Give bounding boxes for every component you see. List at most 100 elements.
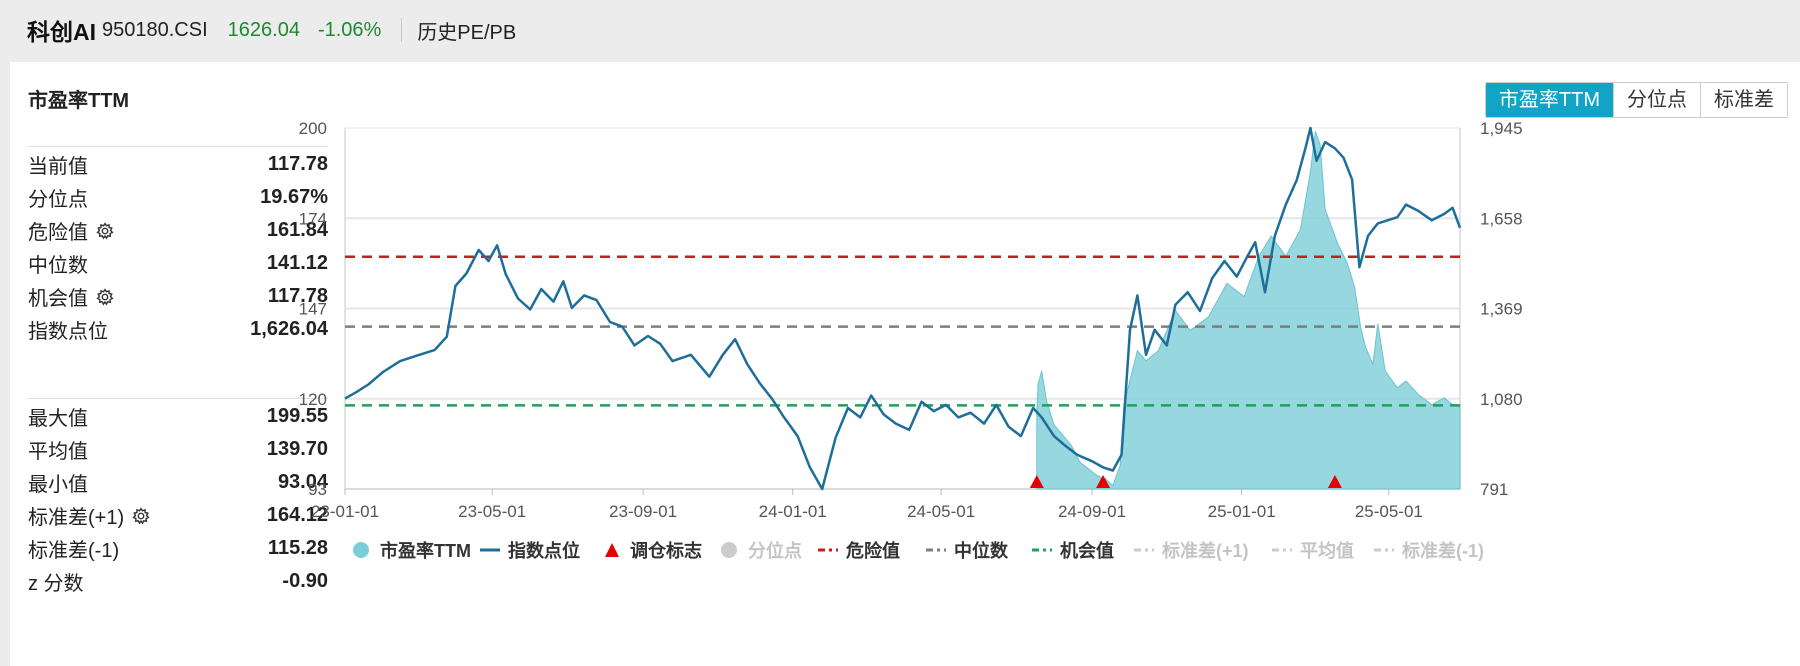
valuation-panel: 市盈率TTM 市盈率TTM 分位点 标准差 当前值 117.78 分位点 19.67%… bbox=[10, 62, 1800, 666]
rebalance-marker bbox=[1096, 475, 1111, 488]
stat-row: 分位点 19.67% bbox=[28, 181, 328, 214]
y-right-tick-label: 1,080 bbox=[1480, 390, 1523, 409]
y-left-tick-label: 120 bbox=[299, 390, 327, 409]
legend-label[interactable]: 危险值 bbox=[845, 540, 900, 561]
stat-value: 117.78 bbox=[267, 285, 328, 307]
stat-label: 分位点 bbox=[28, 183, 88, 212]
stat-row: 当前值 117.78 bbox=[28, 148, 328, 181]
stat-label-text: 指数点位 bbox=[28, 321, 108, 343]
legend-label[interactable]: 标准差(+1) bbox=[1161, 540, 1249, 561]
stat-row: 危险值 161.84 bbox=[28, 214, 328, 247]
panel-title: 市盈率TTM bbox=[28, 90, 130, 112]
legend-label[interactable]: 平均值 bbox=[1300, 540, 1354, 561]
stat-value: 93.04 bbox=[277, 471, 328, 493]
stat-label: 机会值 bbox=[28, 282, 114, 311]
stat-row: 标准差(-1) 115.28 bbox=[28, 532, 328, 565]
legend-symbol bbox=[605, 543, 619, 557]
legend-label[interactable]: 中位数 bbox=[954, 540, 1009, 561]
stat-label: 指数点位 bbox=[28, 315, 108, 344]
stat-label-text: 标准差(+1) bbox=[28, 507, 125, 529]
stat-row: 指数点位 1,626.04 bbox=[28, 313, 328, 346]
stat-value: 164.12 bbox=[266, 504, 328, 526]
pe-ttm-area bbox=[1036, 131, 1461, 490]
stats-current: 当前值 117.78 分位点 19.67% 危险值 161.84 中位数 141.12 机会值 1… bbox=[28, 146, 328, 346]
stat-label: 标准差(+1) bbox=[28, 501, 150, 530]
stat-label: 标准差(-1) bbox=[28, 534, 119, 563]
header-divider bbox=[401, 18, 403, 42]
x-tick-label: 24-05-01 bbox=[907, 502, 975, 521]
y-left-tick-label: 93 bbox=[308, 480, 327, 499]
stat-label-text: 最小值 bbox=[28, 474, 88, 496]
index-code: 950180.CSI bbox=[102, 18, 208, 41]
gear-icon[interactable] bbox=[132, 506, 150, 525]
x-tick-label: 23-05-01 bbox=[458, 502, 526, 521]
history-pe-pb-link[interactable]: 历史PE/PB bbox=[417, 21, 517, 44]
legend-label[interactable]: 市盈率TTM bbox=[380, 540, 471, 561]
stat-label: 中位数 bbox=[28, 249, 88, 278]
legend-label[interactable]: 指数点位 bbox=[508, 540, 580, 561]
index-price: 1626.04 bbox=[227, 18, 300, 41]
stat-value: 199.55 bbox=[266, 405, 328, 427]
stat-value: 141.12 bbox=[266, 252, 328, 274]
stat-label: 最大值 bbox=[28, 402, 88, 431]
legend-label[interactable]: 调仓标志 bbox=[630, 540, 702, 561]
x-tick-label: 24-01-01 bbox=[759, 502, 827, 521]
gear-icon[interactable] bbox=[96, 221, 114, 240]
stat-label-text: 机会值 bbox=[28, 288, 88, 310]
y-left-tick-label: 174 bbox=[299, 209, 327, 228]
stat-row: z 分数 -0.90 bbox=[28, 565, 328, 598]
stat-label-text: 标准差(-1) bbox=[28, 540, 120, 562]
index-change: -1.06% bbox=[317, 18, 382, 41]
tab-pe-ttm[interactable]: 市盈率TTM bbox=[1485, 83, 1613, 117]
legend-label[interactable]: 分位点 bbox=[748, 540, 802, 561]
stat-label: z 分数 bbox=[28, 567, 84, 596]
x-tick-label: 23-09-01 bbox=[609, 502, 677, 521]
stat-row: 最小值 93.04 bbox=[28, 466, 328, 499]
stat-row: 平均值 139.70 bbox=[28, 433, 328, 466]
pe-chart: 200 1,945 174 1,658 147 1,369 120 1,080 93 791 23-… bbox=[299, 119, 1523, 561]
y-right-tick-label: 791 bbox=[1480, 480, 1508, 499]
legend-symbol bbox=[721, 542, 737, 558]
y-left-tick-label: 200 bbox=[299, 119, 327, 138]
rebalance-marker bbox=[1327, 475, 1342, 488]
stats-summary: 最大值 199.55 平均值 139.70 最小值 93.04 标准差(+1) 164.12 标… bbox=[28, 398, 328, 598]
y-right-tick-label: 1,369 bbox=[1480, 300, 1523, 319]
legend-label[interactable]: 机会值 bbox=[1060, 540, 1114, 561]
legend-label[interactable]: 标准差(-1) bbox=[1401, 540, 1484, 561]
gear-icon[interactable] bbox=[96, 287, 114, 306]
legend-symbol bbox=[353, 542, 369, 558]
header-bar: 科创AI 950180.CSI 1626.04 -1.06% 历史PE/PB bbox=[0, 0, 1800, 60]
stat-row: 最大值 199.55 bbox=[28, 400, 328, 433]
stat-value: 139.70 bbox=[266, 438, 328, 460]
stat-label: 危险值 bbox=[28, 216, 114, 245]
stat-value: 117.78 bbox=[267, 153, 328, 175]
stat-label-text: 最大值 bbox=[28, 408, 88, 430]
stat-value: 115.28 bbox=[267, 537, 328, 559]
index-name: 科创AI bbox=[27, 19, 96, 45]
stat-label: 当前值 bbox=[28, 150, 88, 179]
stat-value: 161.84 bbox=[266, 219, 328, 241]
stat-value: 1,626.04 bbox=[250, 318, 328, 340]
rebalance-marker bbox=[1029, 475, 1044, 488]
stat-label: 最小值 bbox=[28, 468, 88, 497]
x-tick-label: 25-01-01 bbox=[1208, 502, 1276, 521]
x-tick-label: 25-05-01 bbox=[1355, 502, 1423, 521]
y-right-tick-label: 1,945 bbox=[1480, 119, 1523, 138]
stat-label: 平均值 bbox=[28, 435, 88, 464]
y-left-tick-label: 147 bbox=[299, 300, 327, 319]
stat-label-text: 危险值 bbox=[28, 222, 88, 244]
stat-row: 机会值 117.78 bbox=[28, 280, 328, 313]
tab-std-dev[interactable]: 标准差 bbox=[1700, 83, 1787, 117]
stat-label-text: z 分数 bbox=[28, 573, 84, 595]
stat-label-text: 分位点 bbox=[28, 189, 88, 211]
tab-percentile[interactable]: 分位点 bbox=[1613, 83, 1700, 117]
stat-label-text: 当前值 bbox=[28, 156, 88, 178]
x-tick-label: 23-01-01 bbox=[311, 502, 379, 521]
stat-value: -0.90 bbox=[282, 570, 328, 592]
stat-row: 中位数 141.12 bbox=[28, 247, 328, 280]
stat-label-text: 中位数 bbox=[28, 255, 88, 277]
stat-label-text: 平均值 bbox=[28, 441, 88, 463]
stat-value: 19.67% bbox=[260, 186, 328, 208]
metric-tabs: 市盈率TTM 分位点 标准差 bbox=[1484, 82, 1788, 118]
index-points-line bbox=[344, 126, 1462, 491]
